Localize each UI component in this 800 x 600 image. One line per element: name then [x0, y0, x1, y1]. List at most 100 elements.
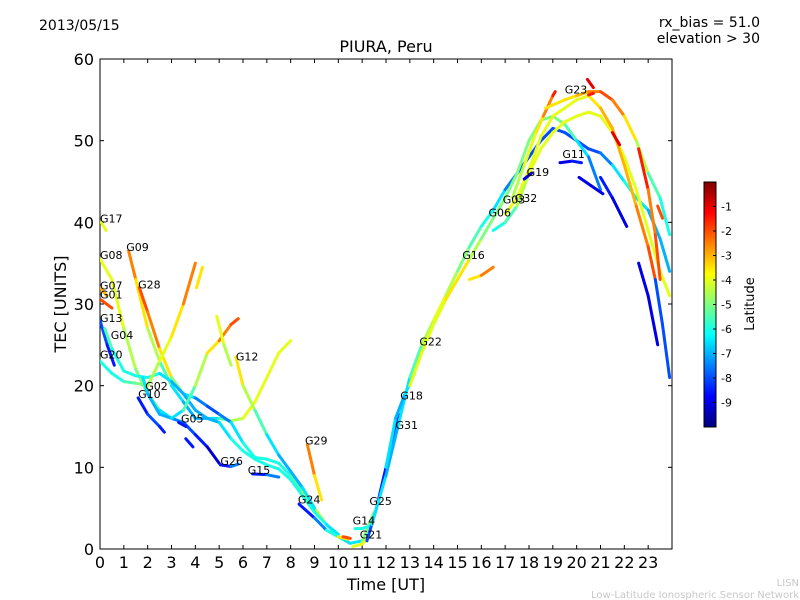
- footer-long: Low-Latitude Ionospheric Sensor Network: [591, 590, 799, 600]
- segment-g10-1: [146, 412, 162, 428]
- x-tick-label-16: 16: [471, 553, 491, 572]
- segment-g04-7: [181, 392, 197, 412]
- series-g30: [585, 77, 595, 90]
- sat-label-g09: G09: [126, 241, 149, 254]
- colorbar-tick-label-2: -3: [721, 250, 732, 263]
- segment-g28-12: [277, 461, 293, 477]
- sat-label-g17: G17: [100, 212, 123, 225]
- segment-g06-3: [527, 147, 543, 175]
- segment-g02-0: [141, 376, 150, 396]
- segment-g34-0: [599, 175, 614, 200]
- segment-g23-6: [622, 114, 638, 143]
- segment-g02-3: [170, 408, 185, 420]
- sat-label-g26: G26: [220, 455, 243, 468]
- segment-g22-4: [456, 257, 471, 281]
- sat-label-g16: G16: [462, 249, 485, 262]
- segment-g06-2: [515, 171, 531, 208]
- segment-g06-1: [503, 204, 519, 224]
- sat-label-g18: G18: [400, 390, 423, 403]
- segment-g28-18: [348, 539, 364, 545]
- segment-g08-7: [181, 420, 197, 437]
- series-g17: [100, 220, 108, 232]
- x-tick-label-7: 7: [262, 553, 272, 572]
- segment-g22-15: [587, 155, 602, 192]
- segment-g10-0: [136, 396, 150, 416]
- bias-label: rx_bias = 51.0: [659, 15, 760, 31]
- segment-g13-1: [105, 343, 116, 367]
- segment-g20-6: [170, 302, 185, 339]
- segment-g28-10: [253, 456, 269, 461]
- segment-g31-8: [467, 224, 483, 249]
- segment-g09-11: [253, 376, 269, 404]
- segment-g03-4: [551, 106, 567, 118]
- segment-g20-7: [181, 261, 197, 306]
- segment-g37-0: [637, 261, 650, 298]
- segment-g06-9: [599, 114, 614, 134]
- segment-g15-0: [251, 472, 269, 477]
- segment-g15-1: [265, 473, 281, 479]
- segment-g42-0: [184, 437, 195, 449]
- x-tick-label-23: 23: [638, 553, 658, 572]
- x-tick-label-12: 12: [376, 553, 396, 572]
- segment-g29-0: [305, 442, 316, 477]
- segment-g24-1: [313, 516, 328, 532]
- segment-g04-0: [103, 327, 114, 351]
- segment-g08-6: [170, 416, 185, 424]
- series-g13: [100, 318, 116, 367]
- footer-short: LISN: [777, 578, 799, 589]
- segment-g21-0: [351, 542, 364, 549]
- segment-g31-19: [599, 151, 614, 167]
- segment-g32-2: [534, 114, 545, 134]
- sat-label-g24: G24: [298, 493, 321, 506]
- segment-g29-1: [313, 474, 324, 502]
- segment-g04-11: [229, 437, 245, 453]
- segment-g04-14: [265, 463, 281, 471]
- segment-g04-6: [170, 380, 185, 396]
- x-tick-label-11: 11: [352, 553, 372, 572]
- segment-g31-18: [587, 147, 602, 155]
- segment-g31-1: [384, 425, 400, 477]
- segment-g41-1: [222, 343, 233, 367]
- elevation-label: elevation > 30: [657, 31, 760, 47]
- segment-g32-4: [551, 90, 557, 98]
- series-g41: [215, 314, 233, 367]
- segment-g19-0: [522, 171, 533, 181]
- segment-g04-19: [324, 523, 340, 536]
- date-label: 2013/05/15: [39, 18, 120, 34]
- segment-g09-13: [277, 339, 293, 355]
- series-g02: [141, 317, 240, 420]
- segment-g22-9: [515, 139, 531, 175]
- segment-g28-8: [229, 420, 245, 445]
- x-tick-label-22: 22: [614, 553, 634, 572]
- segment-g31-4: [420, 318, 436, 347]
- y-tick-label-30: 30: [74, 295, 94, 314]
- segment-g06-12: [634, 188, 650, 232]
- segment-g12-0: [234, 355, 245, 388]
- segment-g35-0: [610, 131, 622, 147]
- sat-label-g02: G02: [145, 380, 168, 393]
- sat-label-g21: G21: [360, 528, 383, 541]
- sat-label-g14: G14: [353, 515, 376, 528]
- segment-g39-1: [660, 322, 672, 379]
- segment-g01-0: [100, 298, 114, 310]
- sat-label-g04: G04: [111, 329, 134, 342]
- segment-g08-8: [193, 433, 209, 449]
- segment-g24-2: [324, 528, 340, 539]
- series-g33: [577, 175, 605, 196]
- colorbar-tick-label-6: -7: [721, 348, 732, 361]
- segment-g20-1: [110, 371, 126, 384]
- y-tick-label-60: 60: [74, 50, 94, 69]
- colorbar-tick-label-4: -5: [721, 299, 732, 312]
- segment-g12-3: [265, 433, 281, 457]
- segment-g09-0: [127, 249, 138, 281]
- sat-label-g11: G11: [562, 148, 585, 161]
- segment-g09-1: [134, 278, 150, 330]
- segment-g06-14: [658, 269, 672, 298]
- y-axis-label: TEC [UNITS]: [51, 256, 70, 354]
- segment-g20-2: [122, 380, 138, 385]
- segment-g22-8: [503, 171, 519, 200]
- segment-g36-2: [653, 233, 662, 281]
- colorbar-tick-label-5: -6: [721, 323, 732, 336]
- segment-g03-1: [515, 167, 531, 200]
- segment-g31-6: [444, 269, 459, 298]
